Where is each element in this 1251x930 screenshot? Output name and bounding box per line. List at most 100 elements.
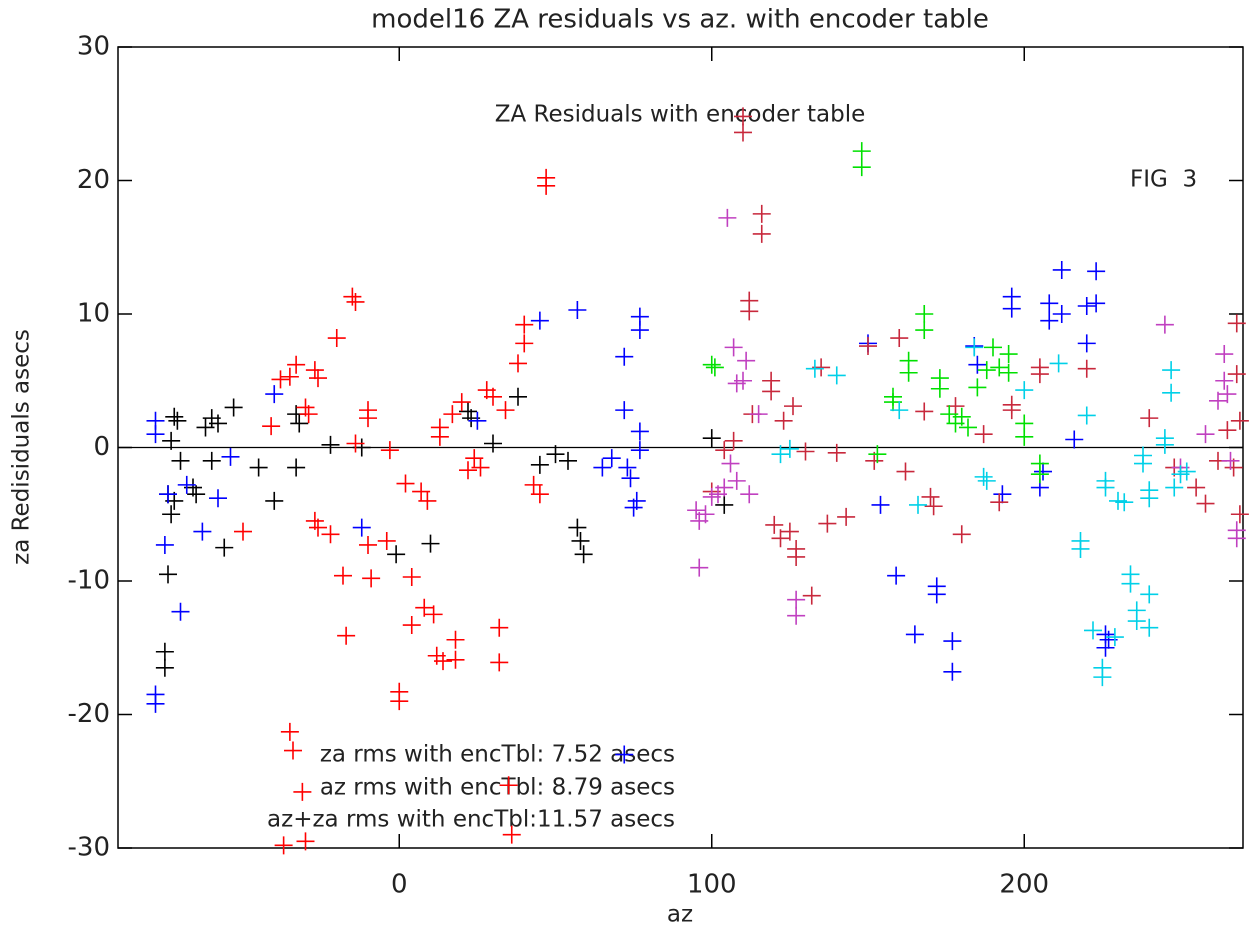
point xyxy=(568,300,587,319)
point xyxy=(1162,383,1181,402)
point xyxy=(687,501,706,520)
point xyxy=(968,378,987,397)
point xyxy=(215,538,234,557)
point xyxy=(702,355,721,374)
point xyxy=(1215,345,1234,364)
point xyxy=(1071,539,1090,558)
point xyxy=(890,401,909,420)
point xyxy=(459,461,477,480)
point xyxy=(630,321,649,340)
point xyxy=(221,447,240,466)
point xyxy=(990,358,1009,377)
point xyxy=(1155,315,1174,334)
point xyxy=(296,832,315,851)
point xyxy=(871,495,890,514)
point xyxy=(209,489,227,508)
point xyxy=(999,345,1018,364)
point xyxy=(224,398,243,417)
point xyxy=(993,485,1012,504)
point xyxy=(837,507,856,526)
point xyxy=(802,586,821,605)
point xyxy=(1077,334,1096,353)
point xyxy=(284,741,302,760)
point xyxy=(155,642,174,661)
point xyxy=(434,652,452,671)
point xyxy=(796,442,815,461)
point xyxy=(896,462,915,481)
point xyxy=(1077,406,1096,425)
point xyxy=(202,451,221,470)
point xyxy=(1105,628,1124,647)
point xyxy=(943,662,962,681)
point xyxy=(446,630,465,649)
point xyxy=(1134,454,1152,473)
point xyxy=(471,458,490,477)
point xyxy=(1140,409,1159,428)
point xyxy=(1034,462,1052,481)
point xyxy=(396,474,415,493)
rms-note: az rms with encTbl: 8.79 asecs xyxy=(320,775,675,801)
point xyxy=(718,208,737,227)
point xyxy=(740,302,759,321)
point xyxy=(752,224,771,243)
point xyxy=(771,445,790,464)
point xyxy=(280,722,299,741)
point xyxy=(765,515,784,534)
point xyxy=(1049,354,1068,373)
point xyxy=(927,585,946,604)
point xyxy=(915,305,934,323)
point xyxy=(952,525,971,544)
point xyxy=(1230,411,1249,430)
point xyxy=(159,565,177,584)
point xyxy=(618,458,637,477)
point xyxy=(1040,311,1059,330)
point xyxy=(749,405,768,424)
point xyxy=(868,445,887,464)
point xyxy=(1030,358,1049,377)
point xyxy=(234,522,252,541)
point xyxy=(771,529,790,548)
point xyxy=(905,625,924,644)
point xyxy=(299,405,318,424)
point xyxy=(805,359,824,378)
point xyxy=(287,355,306,374)
point xyxy=(177,475,196,494)
point xyxy=(209,414,227,433)
point xyxy=(490,653,509,672)
point xyxy=(574,545,593,564)
point xyxy=(734,107,752,126)
point xyxy=(827,366,846,385)
point xyxy=(852,142,871,161)
point xyxy=(443,405,462,424)
point xyxy=(337,626,356,645)
point xyxy=(1084,621,1102,640)
point xyxy=(1227,314,1246,333)
point xyxy=(1115,493,1134,512)
point xyxy=(265,385,284,404)
point xyxy=(321,525,340,544)
point xyxy=(537,176,556,195)
point xyxy=(262,417,281,436)
point xyxy=(309,369,327,388)
point xyxy=(468,411,487,430)
point xyxy=(1096,638,1115,657)
point xyxy=(305,361,324,380)
point xyxy=(780,439,799,458)
point xyxy=(484,434,502,453)
point xyxy=(890,329,909,348)
point xyxy=(1015,381,1034,400)
point xyxy=(915,402,934,421)
point xyxy=(359,535,377,554)
point xyxy=(287,458,306,477)
point xyxy=(1218,385,1237,404)
point xyxy=(346,292,365,311)
y-axis-label: za Redisiduals asecs xyxy=(9,329,35,565)
point xyxy=(1096,478,1115,497)
x-tick-label: 0 xyxy=(391,870,408,900)
point xyxy=(530,311,549,330)
point xyxy=(1015,427,1034,446)
point xyxy=(1002,401,1021,420)
point xyxy=(774,411,793,430)
